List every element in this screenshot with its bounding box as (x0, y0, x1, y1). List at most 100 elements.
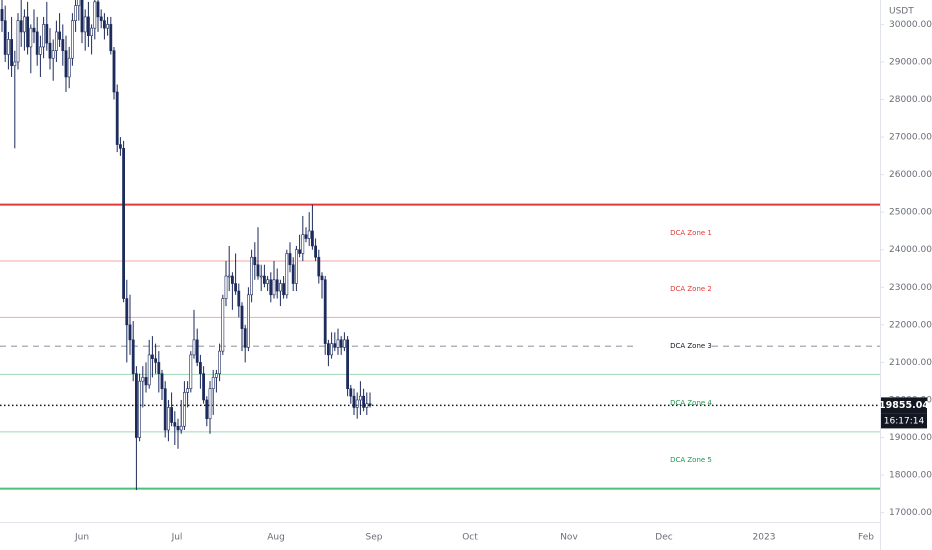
candle-body (243, 328, 247, 348)
candle-body (247, 294, 250, 348)
candle-body (67, 57, 71, 78)
candle-body (45, 24, 49, 44)
candle-body (32, 27, 36, 33)
candle-body (266, 279, 270, 284)
candle-body (365, 403, 369, 408)
candle-body (96, 1, 100, 18)
candle-body (189, 354, 193, 389)
candle-body (48, 42, 52, 59)
candle-body (231, 275, 234, 284)
candle-body (275, 279, 279, 292)
candle-body (29, 27, 33, 48)
candle-body (131, 339, 135, 374)
candle-body (71, 20, 74, 59)
zone-label: DCA Zone 3 (670, 342, 712, 350)
candle-body (26, 16, 30, 48)
candle-body (259, 275, 263, 278)
countdown-badge (881, 413, 927, 429)
price-badge (881, 397, 927, 414)
zone-label: DCA Zone 1 (670, 229, 712, 237)
candle-body (250, 256, 254, 296)
candle-body (285, 253, 289, 296)
candle-body (176, 425, 180, 431)
candle-body (278, 283, 282, 292)
candle-body (138, 380, 142, 438)
candle-body (272, 279, 276, 296)
x-tick-label: Jul (171, 533, 183, 543)
x-tick-label: Oct (462, 533, 478, 543)
candle-body (157, 362, 161, 374)
candle-body (240, 305, 244, 329)
y-tick-label: 23000.00 (889, 283, 932, 293)
x-tick-label: Sep (366, 533, 383, 543)
candle-body (77, 0, 81, 6)
y-tick-label: 25000.00 (889, 208, 932, 218)
y-tick-label: 30000.00 (889, 20, 932, 30)
candle-body (87, 16, 90, 36)
candle-body (64, 50, 68, 78)
candle-body (294, 249, 298, 284)
candle-body (314, 245, 318, 258)
candle-body (326, 343, 330, 356)
y-tick-label: 26000.00 (889, 170, 932, 180)
candle-body (151, 354, 154, 359)
candle-body (362, 395, 366, 408)
candle-body (122, 148, 126, 299)
candle-body (352, 395, 356, 408)
candle-body (90, 27, 94, 36)
candle-body (54, 31, 58, 51)
candle-body (330, 343, 334, 356)
candle-body (253, 256, 257, 266)
candle-body (38, 46, 42, 55)
candle-body (349, 388, 353, 397)
candle-body (269, 279, 273, 296)
candle-body (163, 388, 167, 431)
candle-body (291, 264, 295, 284)
candle-body (307, 230, 311, 239)
y-tick-label: 21000.00 (889, 358, 932, 368)
candle-body (10, 39, 14, 67)
y-tick-label: 18000.00 (889, 471, 932, 481)
candle-body (80, 0, 84, 33)
y-tick-label: 27000.00 (889, 133, 932, 143)
candle-body (170, 407, 174, 423)
candle-body (301, 234, 305, 254)
candle-body (199, 362, 202, 374)
candle-body (128, 324, 132, 341)
candle-body (336, 339, 340, 348)
candle-body (333, 343, 337, 348)
candle-body (218, 350, 222, 374)
y-tick-label: 17000.00 (889, 508, 932, 518)
candle-body (298, 249, 302, 254)
candle-body (74, 5, 78, 21)
candle-body (256, 264, 260, 277)
candle-body (208, 388, 212, 420)
candle-body (103, 20, 106, 29)
candle-body (61, 39, 65, 51)
candle-body (339, 339, 343, 348)
candle-body (202, 373, 206, 401)
candle-body (42, 24, 46, 48)
y-tick-label: 29000.00 (889, 57, 932, 67)
candle-body (179, 425, 183, 431)
candle-body (7, 39, 10, 55)
candle-body (3, 20, 7, 55)
candle-body (310, 230, 314, 247)
currency-label: USDT (889, 7, 914, 17)
candle-body (346, 339, 350, 389)
candle-body (83, 16, 87, 33)
candle-body (237, 290, 241, 307)
plot-area: DCA Zone 1 DCA Zone 2 DCA Zone 3 DCA Zone 4… (0, 0, 880, 491)
candle-body (234, 283, 238, 292)
zone-label: DCA Zone 5 (670, 456, 712, 464)
candle-body (186, 388, 190, 393)
candle-body (19, 20, 23, 33)
candle-body (51, 50, 55, 59)
candle-body (22, 16, 26, 33)
candle-body (288, 253, 292, 266)
candle-body (195, 339, 199, 363)
candle-body (227, 275, 231, 278)
candle-body (342, 339, 346, 348)
